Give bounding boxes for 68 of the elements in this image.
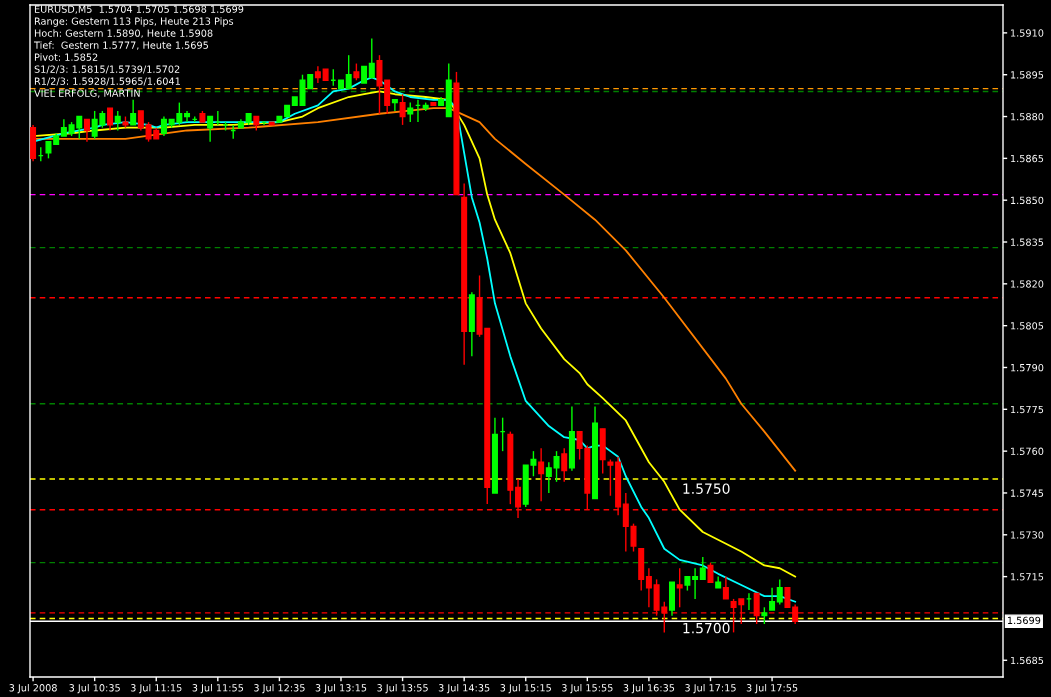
candlestick xyxy=(160,115,167,137)
x-tick-label: 3 Jul 14:35 xyxy=(438,683,490,694)
candlestick xyxy=(207,115,214,143)
y-tick-label: 1.5835 xyxy=(1011,238,1044,246)
annotation: S1/2/3: 1.5815/1.5739/1.5702 xyxy=(34,65,180,74)
ref-line-label: 1.5699 xyxy=(1007,616,1041,625)
x-tick-label: 3 Jul 17:15 xyxy=(685,683,736,694)
annotation: R1/2/3: 1.5928/1.5965/1.6041 xyxy=(34,77,180,86)
y-tick-label: 1.5880 xyxy=(1011,113,1044,121)
candlestick xyxy=(699,556,706,581)
candlestick xyxy=(776,578,783,606)
annotation: Pivot: 1.5852 xyxy=(34,53,98,61)
candlestick xyxy=(399,93,406,126)
y-tick-label: 1.5790 xyxy=(1011,363,1044,372)
candlestick xyxy=(407,101,414,123)
candlestick xyxy=(692,567,699,600)
candlestick xyxy=(107,107,114,132)
y-tick-label: 1.5715 xyxy=(1011,573,1044,581)
candlestick xyxy=(391,99,398,112)
candlestick xyxy=(184,110,191,123)
ref-line-label: 1.5750 xyxy=(683,483,730,494)
y-tick-label: 1.5820 xyxy=(1011,280,1044,288)
candlestick xyxy=(676,567,683,608)
annotation: Hoch: Gestern 1.5890, Heute 1.5908 xyxy=(34,29,213,38)
y-tick-label: 1.5865 xyxy=(1011,154,1044,163)
y-tick-label: 1.5760 xyxy=(1011,447,1044,455)
x-tick-label: 3 Jul 11:55 xyxy=(192,683,244,694)
x-tick-label: 3 Jul 13:55 xyxy=(377,683,428,694)
candlestick xyxy=(345,54,352,90)
candlestick xyxy=(137,110,144,132)
candlestick xyxy=(561,447,568,483)
candlestick xyxy=(630,522,637,553)
ref-line-label: 1.5700 xyxy=(683,622,730,634)
candlestick xyxy=(538,447,545,503)
annotation: Range: Gestern 113 Pips, Heute 213 Pips xyxy=(34,17,234,27)
y-tick-label: 1.5805 xyxy=(1011,322,1044,330)
candlestick xyxy=(769,587,776,611)
candlestick xyxy=(83,118,90,143)
candlestick xyxy=(114,110,121,132)
x-tick-label: 3 Jul 12:35 xyxy=(254,683,305,694)
y-tick-label: 1.5895 xyxy=(1011,71,1044,79)
candlestick xyxy=(707,561,714,583)
y-tick-label: 1.5775 xyxy=(1011,405,1044,414)
candlestick xyxy=(784,587,791,608)
annotation: EURUSD,M5 1.5704 1.5705 1.5698 1.5699 xyxy=(34,5,244,14)
candlestick xyxy=(722,575,729,600)
y-tick-label: 1.5730 xyxy=(1011,531,1044,539)
x-tick-label: 3 Jul 15:55 xyxy=(562,683,613,694)
y-tick-label: 1.5910 xyxy=(1011,29,1044,37)
x-tick-label: 3 Jul 13:15 xyxy=(315,683,367,694)
x-tick-label: 3 Jul 2008 xyxy=(9,683,57,694)
annotation: VIEL ERFOLG, MARTIN xyxy=(34,89,140,98)
x-tick-label: 3 Jul 10:35 xyxy=(69,683,120,694)
x-tick-label: 3 Jul 11:15 xyxy=(130,683,182,694)
y-tick-label: 1.5850 xyxy=(1011,196,1044,205)
candlestick xyxy=(622,492,629,553)
y-tick-label: 1.5745 xyxy=(1011,489,1044,497)
candlestick xyxy=(607,458,614,497)
x-tick-label: 3 Jul 16:35 xyxy=(623,683,675,694)
x-tick-label: 3 Jul 17:55 xyxy=(746,683,798,694)
x-tick-label: 3 Jul 15:15 xyxy=(500,683,551,694)
candlestick xyxy=(645,567,652,608)
candlestick xyxy=(368,37,375,79)
y-tick-label: 1.5685 xyxy=(1011,656,1044,665)
annotation: Tief: Gestern 1.5777, Heute 1.5695 xyxy=(33,41,208,50)
candlestick xyxy=(545,461,552,494)
candlestick xyxy=(130,99,137,126)
candlestick xyxy=(553,450,560,483)
